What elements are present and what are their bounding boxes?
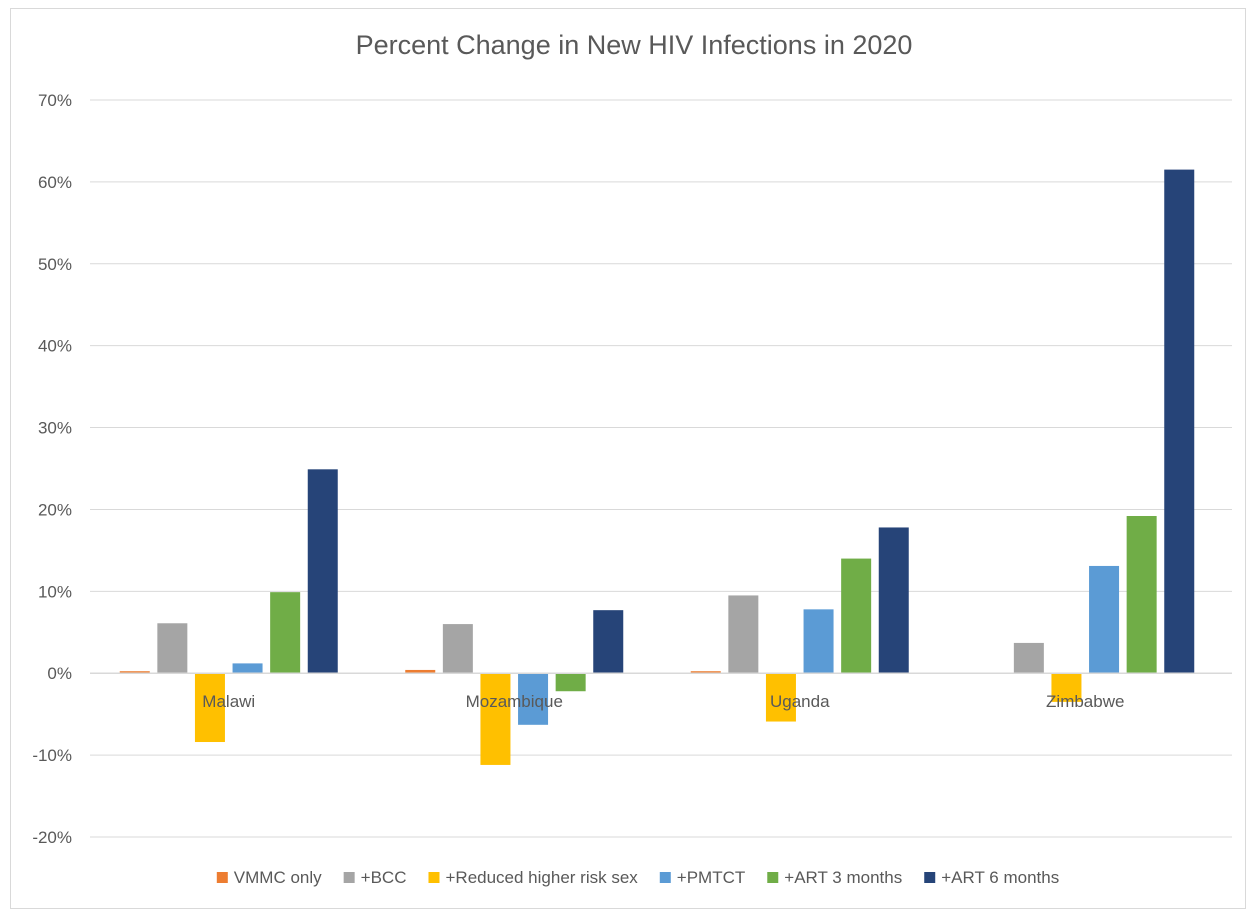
category-label: Zimbabwe: [1046, 692, 1124, 711]
gridlines: [90, 99, 1232, 838]
legend-swatch: [216, 872, 228, 883]
y-tick-label: 30%: [38, 419, 72, 438]
bar: [690, 671, 721, 674]
bar: [878, 527, 909, 674]
bar: [442, 624, 473, 674]
chart-title: Percent Change in New HIV Infections in …: [355, 30, 913, 60]
legend-swatch: [767, 872, 779, 883]
bar: [480, 673, 511, 765]
y-tick-label: 70%: [38, 91, 72, 110]
bars: [119, 169, 1195, 765]
legend-swatch: [659, 872, 671, 883]
legend-label: +ART 3 months: [784, 868, 902, 887]
y-tick-label: 60%: [38, 173, 72, 192]
legend-swatch: [924, 872, 936, 883]
y-tick-label: 20%: [38, 500, 72, 519]
bar: [307, 469, 338, 674]
bar: [270, 592, 301, 674]
category-labels: Malawi Mozambique Uganda Zimbabwe: [202, 692, 1124, 711]
bar: [518, 673, 549, 725]
bar: [803, 609, 834, 674]
bar: [1013, 642, 1044, 674]
bar: [194, 673, 225, 743]
y-tick-label: 0%: [47, 664, 72, 683]
legend: VMMC only +BCC +Reduced higher risk sex +PM…: [216, 868, 1059, 887]
bar: [728, 595, 759, 674]
category-label: Uganda: [770, 692, 830, 711]
legend-label: +ART 6 months: [941, 868, 1059, 887]
bar: [157, 623, 188, 674]
y-tick-label: -20%: [32, 828, 72, 847]
bar: [765, 673, 796, 722]
legend-label: +BCC: [361, 868, 407, 887]
bar: [405, 669, 436, 674]
bar: [1126, 515, 1157, 674]
y-tick-label: 10%: [38, 582, 72, 601]
legend-label: +PMTCT: [677, 868, 745, 887]
legend-swatch: [428, 872, 440, 883]
bar: [593, 610, 624, 674]
legend-swatch: [343, 872, 355, 883]
legend-label: +Reduced higher risk sex: [445, 868, 638, 887]
bar: [555, 673, 586, 692]
y-tick-label: 50%: [38, 255, 72, 274]
y-tick-label: 40%: [38, 337, 72, 356]
bar: [841, 558, 872, 674]
bar: [1051, 673, 1082, 702]
category-label: Malawi: [202, 692, 255, 711]
bar: [232, 663, 263, 674]
bar: [1164, 169, 1195, 674]
y-axis-ticks: -20% -10% 0% 10% 20% 30% 40% 50% 60% 70%: [32, 91, 72, 847]
bar: [119, 671, 150, 674]
y-tick-label: -10%: [32, 746, 72, 765]
chart-frame: [10, 8, 1246, 909]
legend-label: VMMC only: [234, 868, 322, 887]
bar: [1089, 565, 1120, 674]
category-label: Mozambique: [466, 692, 563, 711]
